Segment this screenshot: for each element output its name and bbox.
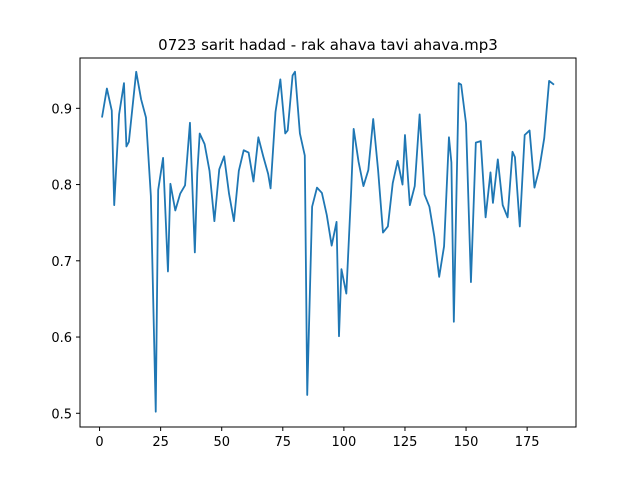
- chart-title: 0723 sarit hadad - rak ahava tavi ahava.…: [158, 36, 498, 54]
- x-tick-label: 150: [454, 435, 479, 450]
- x-tick-label: 0: [95, 435, 103, 450]
- y-axis: 0.5 0.6 0.7 0.8 0.9: [51, 102, 80, 422]
- y-tick-label: 0.7: [51, 255, 72, 270]
- x-tick-label: 175: [515, 435, 540, 450]
- x-tick-label: 100: [331, 435, 356, 450]
- x-tick-label: 75: [275, 435, 292, 450]
- y-tick-label: 0.5: [51, 407, 72, 422]
- y-tick-label: 0.6: [51, 331, 72, 346]
- axes-frame: [79, 57, 577, 428]
- x-tick-label: 125: [393, 435, 418, 450]
- x-tick-label: 50: [213, 435, 230, 450]
- y-tick-label: 0.8: [51, 179, 72, 194]
- x-axis: 0 25 50 75 100 125 150 175: [95, 427, 540, 450]
- y-tick-label: 0.9: [51, 102, 72, 117]
- plot-area: [101, 70, 555, 413]
- x-tick-label: 25: [152, 435, 169, 450]
- series-line-0: [101, 70, 555, 413]
